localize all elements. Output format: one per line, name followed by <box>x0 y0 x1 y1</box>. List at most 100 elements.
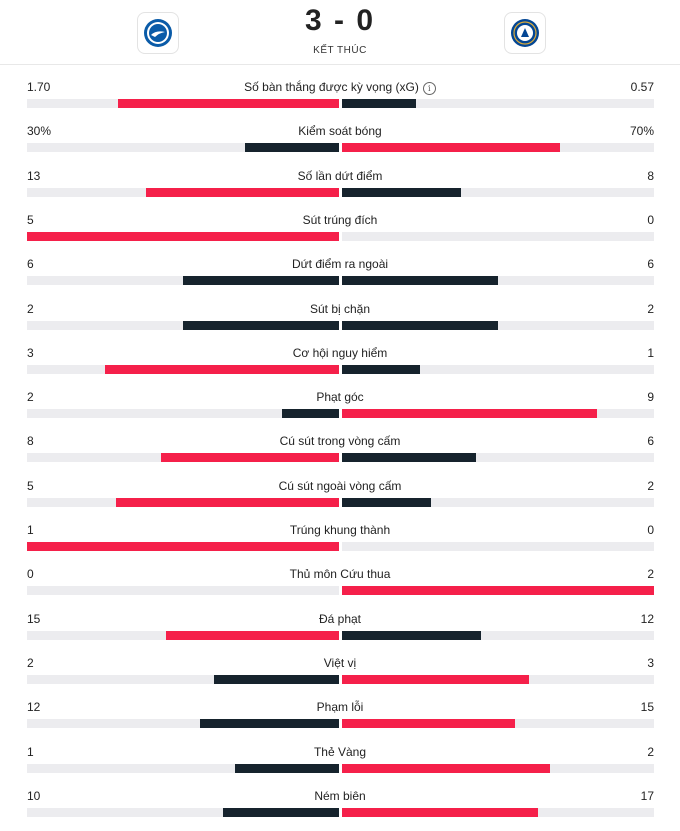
home-stat-value: 1.70 <box>27 80 51 94</box>
away-stat-value: 6 <box>647 434 654 449</box>
home-stat-track <box>27 187 339 197</box>
stat-row: 30% Kiểm soát bóng 70% <box>0 108 680 153</box>
home-stat-value: 12 <box>27 700 41 715</box>
away-stat-value: 0 <box>647 523 654 537</box>
stat-label-text: Cú sút ngoài vòng cấm <box>278 478 402 493</box>
away-stat-track <box>342 320 654 330</box>
stat-label: Sút trúng đích <box>0 213 680 227</box>
home-stat-value: 2 <box>27 390 34 405</box>
away-stat-bar <box>342 763 550 773</box>
stat-row: 2 Sút bị chặn 2 <box>0 286 680 330</box>
stat-row: 3 Cơ hội nguy hiểm 1 <box>0 330 680 374</box>
stat-label-text: Việt vị <box>323 655 357 670</box>
home-stat-track <box>27 276 339 286</box>
match-header: 3 - 0 KẾT THÚC <box>0 0 680 65</box>
home-stat-bar <box>160 453 339 463</box>
stat-row: 1.70 Số bàn thắng được kỳ vọng (xG) i 0.57 <box>0 64 680 108</box>
away-stat-track <box>342 187 654 197</box>
home-stat-value: 1 <box>27 523 34 537</box>
stat-label: Cú sút ngoài vòng cấm <box>0 479 680 493</box>
away-stat-track <box>342 143 654 153</box>
stat-label-text: Thẻ Vàng <box>313 744 367 759</box>
away-stat-bar <box>342 586 654 596</box>
home-stat-value: 5 <box>27 212 34 227</box>
away-stat-value: 2 <box>647 567 654 582</box>
away-stat-bar <box>342 807 539 817</box>
away-stat-bar <box>342 143 561 153</box>
away-stat-value: 17 <box>640 788 654 803</box>
stat-label: Số lần dứt điểm <box>0 169 680 183</box>
away-stat-value: 0.57 <box>630 80 654 94</box>
home-stat-bar <box>27 542 339 551</box>
stat-label-text: Sút bị chặn <box>309 301 371 316</box>
match-score: 3 - 0 <box>304 4 376 37</box>
home-stat-value: 8 <box>27 434 34 449</box>
home-team-logo[interactable] <box>137 12 179 54</box>
stat-label-text: Dứt điểm ra ngoài <box>291 257 389 272</box>
stat-row: 15 Đá phạt 12 <box>0 596 680 640</box>
stat-row: 2 Việt vị 3 <box>0 640 680 684</box>
away-stat-track <box>342 542 654 551</box>
away-stat-value: 70% <box>629 124 654 139</box>
away-stat-track <box>342 807 654 817</box>
stat-row: 0 Thủ môn Cứu thua 2 <box>0 551 680 596</box>
away-stat-track <box>342 586 654 596</box>
stat-label: Thủ môn Cứu thua <box>0 567 680 581</box>
stat-label-text: Số bàn thắng được kỳ vọng (xG) <box>244 80 419 94</box>
home-stat-value: 15 <box>27 611 41 626</box>
away-stat-bar <box>342 674 530 684</box>
away-stat-value: 2 <box>647 478 654 493</box>
home-stat-track <box>27 231 339 241</box>
home-stat-track <box>27 320 339 330</box>
stat-label-text: Phạt góc <box>316 390 364 405</box>
stat-row: 12 Phạm lỗi 15 <box>0 684 680 729</box>
home-stat-value: 13 <box>27 168 41 183</box>
away-stat-track <box>342 719 654 729</box>
away-stat-value: 2 <box>647 744 654 759</box>
stat-label: Phạm lỗi <box>0 700 680 714</box>
home-stat-bar <box>200 719 339 729</box>
stat-label-text: Sút trúng đích <box>302 212 378 227</box>
away-stat-bar <box>342 187 461 197</box>
away-stat-bar <box>342 99 417 108</box>
home-stat-value: 1 <box>27 744 34 759</box>
away-stat-bar <box>342 320 498 330</box>
home-stat-bar <box>118 99 339 108</box>
home-stat-value: 5 <box>27 478 34 493</box>
away-stat-track <box>342 364 654 374</box>
home-stat-track <box>27 630 339 640</box>
info-icon[interactable]: i <box>422 82 436 95</box>
stat-label: Sút bị chặn <box>0 302 680 316</box>
stat-label: Dứt điểm ra ngoài <box>0 257 680 271</box>
away-stat-value: 3 <box>647 655 654 670</box>
away-stat-value: 12 <box>640 611 654 626</box>
home-stat-track <box>27 497 339 507</box>
chelsea-crest-icon <box>511 19 539 47</box>
home-stat-value: 0 <box>27 567 34 582</box>
stat-label: Việt vị <box>0 656 680 670</box>
away-stat-value: 9 <box>647 390 654 405</box>
stat-label-text: Trúng khung thành <box>289 523 391 537</box>
home-stat-value: 2 <box>27 655 34 670</box>
stat-row: 8 Cú sút trong vòng cấm 6 <box>0 418 680 463</box>
home-stat-track <box>27 99 339 108</box>
away-stat-value: 0 <box>647 212 654 227</box>
stat-label: Cú sút trong vòng cấm <box>0 434 680 448</box>
away-stat-value: 6 <box>647 257 654 272</box>
away-stat-track <box>342 497 654 507</box>
home-stat-bar <box>116 497 339 507</box>
stat-label: Số bàn thắng được kỳ vọng (xG) i <box>0 80 680 95</box>
brighton-crest-icon <box>144 19 172 47</box>
away-stat-bar <box>342 630 481 640</box>
home-stat-value: 2 <box>27 301 34 316</box>
home-stat-track <box>27 542 339 551</box>
stat-row: 13 Số lần dứt điểm 8 <box>0 153 680 197</box>
stat-label: Cơ hội nguy hiểm <box>0 346 680 360</box>
away-team-logo[interactable] <box>504 12 546 54</box>
away-stat-bar <box>342 276 498 286</box>
home-stat-value: 30% <box>27 124 52 139</box>
stat-label-text: Cú sút trong vòng cấm <box>279 434 401 449</box>
home-stat-value: 10 <box>27 788 41 803</box>
stat-label: Ném biên <box>0 789 680 803</box>
away-stat-value: 2 <box>647 301 654 316</box>
